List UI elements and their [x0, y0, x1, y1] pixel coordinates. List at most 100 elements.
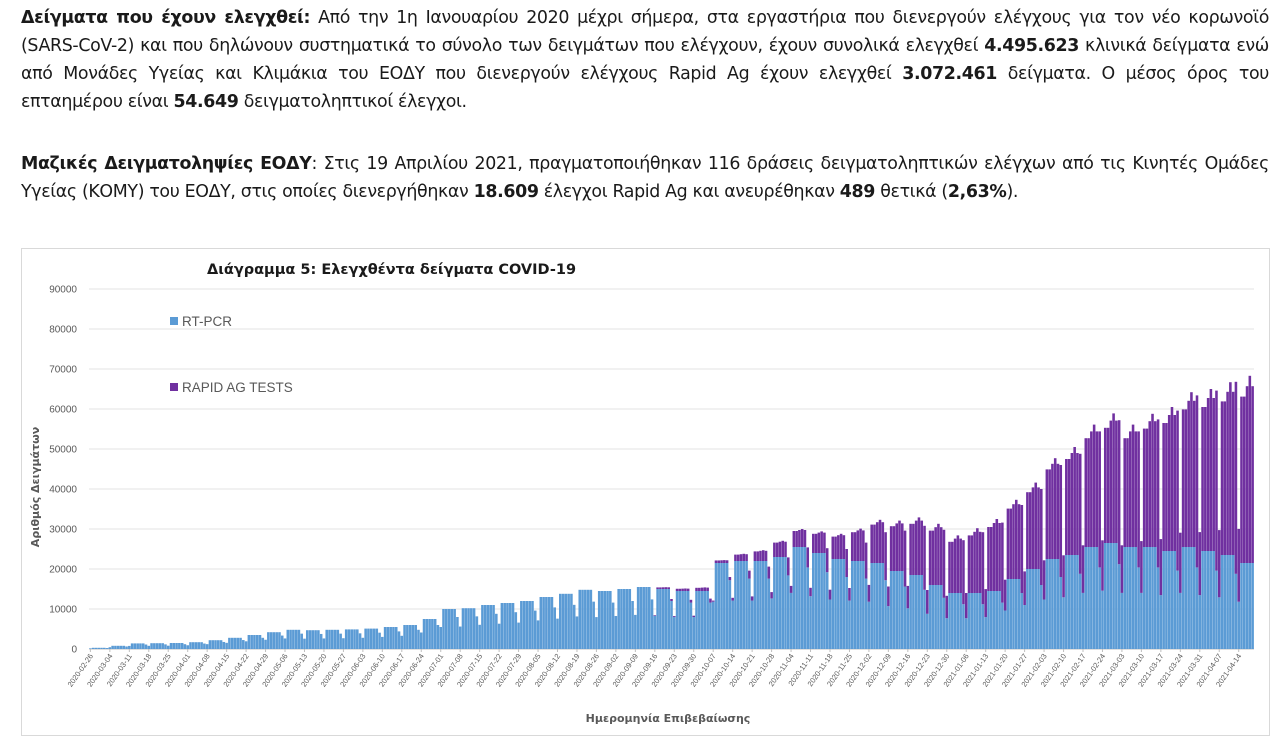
bar-rt-pcr: [411, 625, 415, 649]
bar-rapid-ag: [828, 589, 832, 600]
bar-rt-pcr: [200, 642, 203, 649]
bar-rt-pcr: [445, 609, 448, 649]
rapid-ag-tests-count: 18.609: [473, 182, 539, 202]
bar-rt-pcr: [761, 561, 765, 649]
bar-rapid-ag: [798, 530, 801, 547]
tested-samples-heading: Δείγματα που έχουν ελεγχθεί:: [21, 8, 311, 28]
bar-rt-pcr: [589, 589, 593, 649]
bar-rt-pcr: [375, 628, 379, 649]
bar-rt-pcr: [1231, 555, 1235, 649]
bar-rt-pcr: [806, 567, 810, 649]
bar-rt-pcr: [361, 637, 365, 649]
positivity-rate: 2,63%: [947, 182, 1007, 202]
bar-rt-pcr: [1167, 551, 1171, 649]
bar-rt-pcr: [267, 632, 270, 649]
bar-rapid-ag: [1026, 492, 1029, 569]
bar-rt-pcr: [289, 629, 292, 649]
bar-rt-pcr: [1073, 555, 1076, 649]
bar-rt-pcr: [1179, 592, 1182, 649]
bar-rapid-ag: [1156, 419, 1160, 568]
bar-rt-pcr: [581, 589, 584, 649]
bar-rt-pcr: [1126, 547, 1129, 649]
bar-rt-pcr: [141, 643, 145, 649]
bar-rapid-ag: [1115, 420, 1118, 543]
bar-rt-pcr: [1173, 551, 1177, 649]
bar-rapid-ag: [675, 588, 679, 591]
bar-rt-pcr: [489, 605, 493, 649]
bar-rapid-ag: [1081, 545, 1085, 593]
bar-rapid-ag: [859, 528, 862, 561]
bar-rt-pcr: [403, 625, 406, 649]
bar-rt-pcr: [1151, 547, 1154, 649]
bar-rapid-ag: [767, 566, 771, 579]
bar-rt-pcr: [533, 610, 537, 649]
bar-rt-pcr: [236, 637, 240, 649]
bar-rapid-ag: [1128, 431, 1132, 547]
bar-rapid-ag: [978, 531, 982, 593]
bar-rapid-ag: [806, 547, 810, 568]
bar-rt-pcr: [684, 591, 687, 649]
bar-rt-pcr: [1026, 569, 1029, 649]
bar-rt-pcr: [258, 635, 262, 649]
bar-rapid-ag: [1112, 413, 1115, 543]
bar-rt-pcr: [528, 601, 531, 649]
bar-rt-pcr: [709, 602, 712, 649]
legend-swatch-rapid-ag: [170, 383, 178, 391]
bar-rapid-ag: [995, 519, 999, 591]
chart-legend: RT-PCR RAPID AG TESTS: [170, 314, 293, 395]
bar-rapid-ag: [1120, 545, 1124, 593]
bar-rt-pcr: [433, 619, 437, 649]
bar-rapid-ag: [709, 598, 712, 603]
paragraph-text: δειγματοληπτικοί έλεγχοι.: [238, 92, 467, 112]
bar-rapid-ag: [1237, 528, 1240, 602]
bar-rt-pcr: [620, 589, 623, 649]
bar-rt-pcr: [800, 547, 804, 649]
bar-rt-pcr: [314, 630, 317, 649]
bar-rapid-ag: [934, 527, 937, 585]
bar-rt-pcr: [1242, 563, 1246, 649]
bar-rt-pcr: [859, 561, 862, 649]
bar-rt-pcr: [300, 633, 303, 649]
bar-rapid-ag: [939, 527, 943, 585]
bar-rt-pcr: [906, 608, 910, 649]
bar-rt-pcr: [283, 638, 287, 649]
bar-rapid-ag: [659, 587, 662, 589]
bar-rt-pcr: [814, 553, 818, 649]
bar-rapid-ag: [1106, 427, 1110, 543]
bar-rapid-ag: [823, 532, 826, 553]
bar-rapid-ag: [926, 590, 929, 614]
bar-rt-pcr: [436, 625, 440, 649]
bar-rt-pcr: [1206, 551, 1210, 649]
bar-rapid-ag: [784, 541, 787, 557]
bar-rt-pcr: [406, 625, 409, 649]
bar-rapid-ag: [1223, 401, 1227, 555]
bar-rapid-ag: [1198, 532, 1202, 596]
bar-rt-pcr: [453, 609, 456, 649]
bar-rt-pcr: [631, 601, 634, 649]
bar-rapid-ag: [853, 532, 857, 561]
bar-rt-pcr: [920, 575, 924, 649]
bar-rapid-ag: [998, 523, 1001, 591]
bar-rt-pcr: [467, 608, 470, 649]
bar-rapid-ag: [889, 526, 893, 571]
bar-rapid-ag: [881, 522, 885, 563]
bar-rt-pcr: [870, 563, 873, 649]
bar-rapid-ag: [792, 531, 796, 547]
bar-rt-pcr: [892, 571, 896, 649]
paragraph-text: ).: [1006, 182, 1019, 202]
bar-rt-pcr: [828, 599, 832, 649]
chart-canvas: 0 10000 20000 30000 40000 50000 60000 70000 8000…: [29, 262, 1254, 725]
bar-rt-pcr: [912, 575, 915, 649]
bar-rapid-ag: [976, 528, 979, 593]
bar-rapid-ag: [964, 593, 968, 619]
bar-rt-pcr: [1217, 597, 1221, 649]
bar-rt-pcr: [417, 629, 420, 649]
bar-rapid-ag: [1134, 431, 1138, 547]
bar-rapid-ag: [825, 548, 829, 573]
bar-rt-pcr: [798, 547, 801, 649]
bar-rt-pcr: [194, 642, 198, 649]
bar-rt-pcr: [1176, 570, 1179, 649]
bar-rapid-ag: [912, 523, 915, 575]
bar-rt-pcr: [1215, 570, 1218, 649]
bar-rt-pcr: [700, 591, 704, 649]
